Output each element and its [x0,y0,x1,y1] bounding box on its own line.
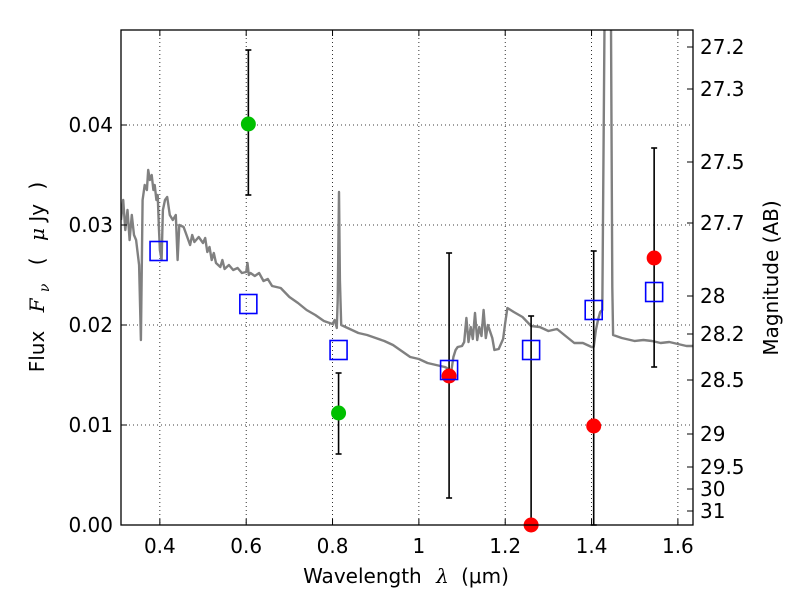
x-axis-label-symbol: λ [435,564,449,588]
x-axis-ticks: 0.4 0.6 0.8 1 1.2 1.4 1.6 [144,30,694,558]
magnitude-tick-label: 27.7 [700,211,745,235]
y-tick-label: 0.02 [68,313,113,337]
magnitude-tick-label: 27.2 [700,35,745,59]
magnitude-tick-label: 28.2 [700,322,745,346]
magnitude-tick-label: 27.5 [700,150,745,174]
marker-layer [149,49,664,533]
x-tick-label: 0.8 [317,534,349,558]
observed-point [646,250,662,266]
y-axis-label-mu: μ [25,228,49,241]
y-axis-label-subscript: ν [37,283,53,292]
x-tick-label: 1 [413,534,426,558]
x-axis-label: Wavelength λ (μm) [303,564,509,588]
magnitude-axis-label: Magnitude (AB) [759,200,783,355]
x-axis-label-unit: (μm) [461,564,509,588]
model-photometry-point [521,339,541,361]
x-tick-label: 0.6 [230,534,262,558]
observed-point [240,116,256,132]
y-axis-label-close: ) [25,182,49,190]
grid [121,30,693,526]
magnitude-tick-label: 29 [700,422,725,446]
model-photometry-point [439,359,459,381]
magnitude-tick-label: 29.5 [700,455,745,479]
model-photometry-point [584,299,604,321]
x-tick-label: 0.4 [144,534,176,558]
model-photometry-point [644,281,664,303]
y-tick-label: 0.01 [68,413,113,437]
y-axis-label-open: ( [25,257,49,265]
y-tick-label: 0.03 [68,213,113,237]
x-tick-label: 1.4 [576,534,608,558]
y-tick-label: 0.04 [68,113,113,137]
model-photometry-point [329,339,348,361]
x-tick-label: 1.6 [662,534,694,558]
model-photometry-point [239,293,258,315]
model-photometry-point [149,240,168,262]
observed-point [331,405,347,421]
x-tick-label: 1.2 [489,534,521,558]
y-axis-label: Flux F ν ( μ Jy ) [25,182,54,373]
model-sed-line [121,30,693,375]
y-tick-label: 0.00 [68,513,113,537]
y-axis-label-unit: Jy [25,204,49,224]
magnitude-tick-label: 31 [700,499,725,523]
x-axis-label-text: Wavelength [303,564,422,588]
magnitude-tick-label: 28 [700,284,725,308]
plot-frame [120,29,694,526]
magnitude-tick-label: 27.3 [700,77,745,101]
y-axis-label-symbol: F [25,297,49,313]
y-axis-label-text: Flux [25,331,49,373]
magnitude-tick-label: 28.5 [700,368,745,392]
observed-point [586,418,602,434]
y-axis-ticks: 0.00 0.01 0.02 0.03 0.04 [68,113,127,537]
series-layer [121,30,693,375]
observed-point [441,368,457,384]
magnitude-tick-label: 30 [700,477,725,501]
